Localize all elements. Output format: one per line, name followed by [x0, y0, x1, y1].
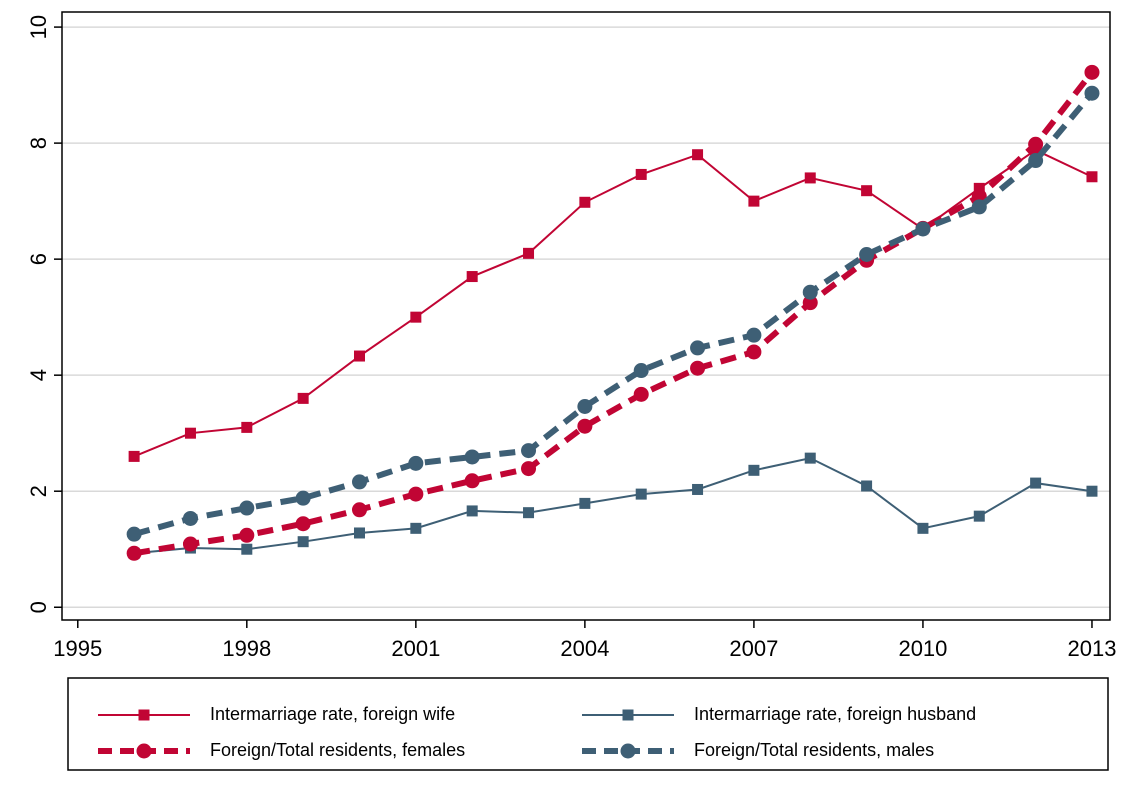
marker — [804, 452, 816, 464]
marker — [184, 427, 196, 439]
marker — [861, 480, 873, 492]
marker — [973, 510, 985, 522]
marker — [915, 221, 931, 237]
marker — [297, 392, 309, 404]
x-tick-label: 1995 — [53, 636, 102, 661]
series-line — [134, 457, 1093, 555]
x-tick-label: 2013 — [1067, 636, 1116, 661]
marker — [1030, 477, 1042, 489]
marker — [633, 363, 649, 379]
marker — [466, 271, 478, 283]
marker — [579, 497, 591, 509]
legend-box — [67, 677, 1109, 771]
marker — [523, 247, 535, 259]
marker — [690, 340, 706, 356]
marker — [620, 743, 636, 759]
marker — [126, 526, 142, 542]
marker — [633, 386, 649, 402]
legend-label: Intermarriage rate, foreign wife — [210, 704, 455, 724]
legend-label: Foreign/Total residents, females — [210, 740, 465, 760]
x-tick-label: 1998 — [222, 636, 271, 661]
marker — [353, 350, 365, 362]
marker — [351, 502, 367, 518]
y-tick-label: 8 — [26, 137, 51, 149]
marker — [408, 486, 424, 502]
marker — [182, 510, 198, 526]
marker — [128, 450, 140, 462]
marker — [973, 182, 985, 194]
marker — [971, 199, 987, 215]
marker — [295, 516, 311, 532]
marker — [802, 295, 818, 311]
marker — [690, 360, 706, 376]
plot-frame — [61, 11, 1111, 621]
marker — [521, 461, 537, 477]
marker — [748, 464, 760, 476]
marker — [521, 443, 537, 459]
y-tick-label: 6 — [26, 253, 51, 265]
x-tick-label: 2001 — [391, 636, 440, 661]
marker — [1084, 85, 1100, 101]
y-tick-label: 4 — [26, 369, 51, 381]
legend: Intermarriage rate, foreign wife Intermar… — [67, 677, 1109, 771]
marker — [859, 247, 875, 263]
marker — [802, 284, 818, 300]
marker — [351, 474, 367, 490]
marker — [579, 196, 591, 208]
legend-label: Intermarriage rate, foreign husband — [694, 704, 976, 724]
marker — [917, 522, 929, 534]
series-line — [133, 91, 1095, 538]
marker — [182, 536, 198, 552]
marker — [466, 505, 478, 517]
marker — [239, 527, 255, 543]
marker — [464, 473, 480, 489]
marker — [1086, 485, 1098, 497]
marker — [410, 311, 422, 323]
marker — [1028, 153, 1044, 169]
marker — [746, 327, 762, 343]
marker — [239, 500, 255, 516]
marker — [861, 185, 873, 197]
marker — [241, 421, 253, 433]
marker — [297, 536, 309, 548]
marker — [748, 195, 760, 207]
marker — [577, 399, 593, 415]
y-tick-label: 0 — [26, 601, 51, 613]
marker — [692, 149, 704, 161]
marker — [138, 709, 150, 721]
marker — [1028, 136, 1044, 152]
marker — [1084, 64, 1100, 80]
y-tick-label: 10 — [26, 15, 51, 39]
marker — [353, 527, 365, 539]
series-line — [133, 70, 1095, 557]
marker — [577, 418, 593, 434]
marker — [635, 488, 647, 500]
x-tick-label: 2010 — [898, 636, 947, 661]
marker — [622, 709, 634, 721]
marker — [126, 545, 142, 561]
marker — [295, 490, 311, 506]
marker — [408, 455, 424, 471]
marker — [635, 168, 647, 180]
x-tick-label: 2007 — [729, 636, 778, 661]
marker — [410, 522, 422, 534]
marker — [241, 543, 253, 555]
y-tick-label: 2 — [26, 485, 51, 497]
marker — [464, 449, 480, 465]
x-tick-label: 2004 — [560, 636, 609, 661]
marker — [692, 483, 704, 495]
marker — [136, 743, 152, 759]
marker — [523, 507, 535, 519]
marker — [1086, 171, 1098, 183]
marker — [804, 172, 816, 184]
marker — [746, 344, 762, 360]
legend-label: Foreign/Total residents, males — [694, 740, 934, 760]
